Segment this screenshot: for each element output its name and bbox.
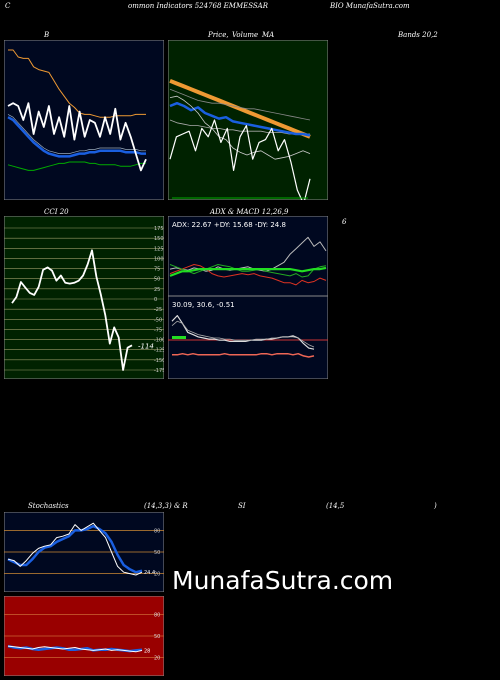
bb-title: B	[44, 31, 50, 39]
rsi-line	[7, 645, 143, 653]
rsi-last-value: 28	[144, 648, 150, 654]
price-ma-panel	[168, 40, 328, 200]
cci-tick-label: -25	[154, 307, 162, 313]
stoch-d-line	[7, 524, 143, 574]
cci-tick-label: 25	[154, 287, 160, 293]
price-title: Price,	[208, 31, 229, 39]
cci-tick-label: 150	[154, 236, 164, 242]
adx-line	[169, 236, 327, 272]
cci-tick-label: -50	[154, 317, 162, 323]
cci-tick-label: -75	[154, 327, 162, 333]
adx-signal-line	[169, 266, 327, 277]
rsi-tick-label: 50	[154, 634, 160, 640]
adx-annotation: ADX: 22.67 +DY: 15.68 -DY: 24.8	[172, 221, 286, 229]
stoch-tick-label: 20	[154, 572, 160, 578]
adx-title: ADX & MACD 12,26,9	[210, 208, 289, 216]
cci-tick-label: -175	[154, 368, 164, 374]
ma-mid-line	[169, 88, 311, 121]
header-center: ommon Indicators 524768 EMMESSAR	[128, 2, 269, 10]
plus-dy-line	[169, 264, 327, 278]
cci-tick-label: -150	[154, 358, 164, 364]
bb-middle-line	[7, 116, 146, 158]
adx-panel: ADX: 22.67 +DY: 15.68 -DY: 24.8	[168, 216, 328, 296]
stoch-params: (14,3,3) & R	[144, 502, 188, 510]
macd-annotation: 30.09, 30.6, -0.51	[172, 301, 235, 309]
ma-extra-line	[169, 95, 311, 160]
cci-tick-label: 0	[154, 297, 157, 303]
bb-price-line	[7, 102, 147, 172]
close-paren: )	[434, 502, 437, 510]
cci-tick-label: 125	[154, 246, 164, 252]
stoch-last-value: 24.4	[144, 570, 155, 576]
ma-slow-line	[169, 119, 310, 135]
cci-tick-label: 100	[154, 256, 164, 262]
bb-upper-line	[7, 161, 146, 171]
stoch-k-line	[7, 522, 143, 576]
minus-dy-line	[169, 264, 327, 286]
rsi-tick-label: 20	[154, 656, 160, 662]
macd-line	[171, 315, 315, 350]
header-left: C	[5, 2, 11, 10]
rsi-params: (14,5	[326, 502, 345, 510]
six-label: 6	[342, 218, 347, 226]
cci-tick-label: 50	[154, 277, 160, 283]
cci-tick-label: -100	[154, 338, 164, 344]
price-line	[169, 119, 311, 200]
watermark-text: MunafaSutra.com	[172, 566, 394, 595]
ma-long-line	[169, 78, 311, 139]
cci-line	[11, 249, 133, 371]
si-title: SI	[238, 502, 246, 510]
cci-tick-label: 175	[154, 226, 164, 232]
rsi-tick-label: 80	[154, 612, 160, 618]
macd-signal-line	[171, 320, 315, 348]
macd-panel: 30.09, 30.6, -0.51	[168, 296, 328, 379]
ma-fast-line	[169, 101, 311, 137]
stoch-tick-label: 80	[154, 528, 160, 534]
bollinger-panel	[4, 40, 164, 200]
bands-title: Bands 20,2	[398, 31, 438, 39]
stoch-tick-label: 50	[154, 550, 160, 556]
cci-panel: 175 150 125 100 75 50 25 0 -25 -50 -75 -100 -125 -150…	[4, 216, 164, 379]
macd-green-bar	[172, 336, 186, 339]
macd-histogram-line	[172, 352, 315, 358]
cci-tick-label: -125	[154, 348, 164, 354]
cci-last-value: -114	[138, 342, 154, 350]
header-right: BIO MunafaSutra.com	[330, 2, 410, 10]
rsi-panel: 80 50 20 28	[4, 596, 164, 676]
stoch-title: Stochastics	[28, 502, 69, 510]
cci-tick-label: 75	[154, 267, 160, 273]
volume-title: Volume	[232, 31, 259, 39]
cci-title: CCI 20	[44, 208, 69, 216]
bb-lower-line	[8, 49, 146, 118]
bb-middle-shadow	[7, 114, 146, 154]
ma-title: MA	[262, 31, 275, 39]
